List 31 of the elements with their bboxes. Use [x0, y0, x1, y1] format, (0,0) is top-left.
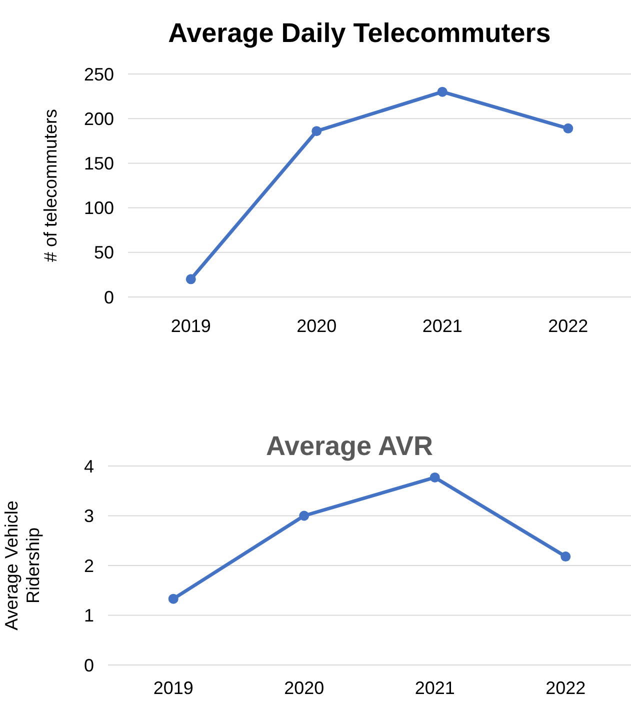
y-axis-title: Average Vehicle Ridership: [2, 500, 44, 630]
chart-title: Average Daily Telecommuters: [168, 18, 551, 48]
chart-title: Average AVR: [266, 431, 434, 461]
point: [563, 123, 574, 134]
point: [299, 510, 310, 521]
y-tick-label: 3: [84, 506, 94, 526]
y-tick-label: 250: [84, 64, 114, 84]
x-tick-label: 2022: [548, 316, 588, 336]
x-tick-label: 2019: [153, 678, 194, 698]
y-tick-label: 0: [84, 655, 94, 676]
point: [560, 552, 571, 562]
y-tick-label: 0: [104, 287, 114, 308]
y-tick-label: 2: [84, 556, 94, 576]
y-tick-label: 150: [84, 154, 114, 174]
x-tick-label: 2020: [296, 316, 337, 336]
y-tick-label: 200: [84, 108, 114, 129]
x-tick-label: 2022: [546, 678, 586, 698]
point: [168, 594, 178, 604]
y-tick-label: 50: [94, 242, 114, 263]
y-tick-label: 4: [84, 456, 94, 476]
y-tick-label: 100: [84, 198, 114, 218]
x-tick-label: 2019: [170, 316, 211, 336]
point: [437, 86, 448, 97]
x-tick-label: 2021: [414, 678, 455, 698]
x-tick-label: 2021: [422, 316, 462, 336]
point: [430, 472, 440, 482]
y-tick-label: 1: [84, 606, 94, 626]
x-tick-label: 2020: [284, 678, 324, 698]
point: [186, 274, 196, 284]
point: [312, 126, 322, 136]
y-axis-title: # of telecommuters: [40, 108, 60, 262]
